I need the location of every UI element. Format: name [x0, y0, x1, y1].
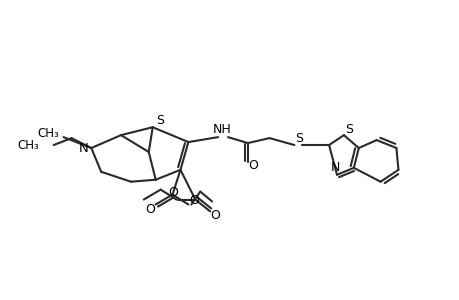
Text: S: S [344, 123, 352, 136]
Text: NH: NH [212, 123, 231, 136]
Text: O: O [168, 186, 178, 199]
Text: O: O [247, 159, 257, 172]
Text: O: O [189, 194, 199, 207]
Text: N: N [330, 161, 339, 174]
Text: O: O [210, 209, 219, 222]
Text: CH₃: CH₃ [17, 139, 39, 152]
Text: S: S [295, 132, 302, 145]
Text: N: N [78, 142, 88, 154]
Text: O: O [145, 203, 154, 216]
Text: CH₃: CH₃ [38, 127, 59, 140]
Text: S: S [155, 114, 163, 127]
